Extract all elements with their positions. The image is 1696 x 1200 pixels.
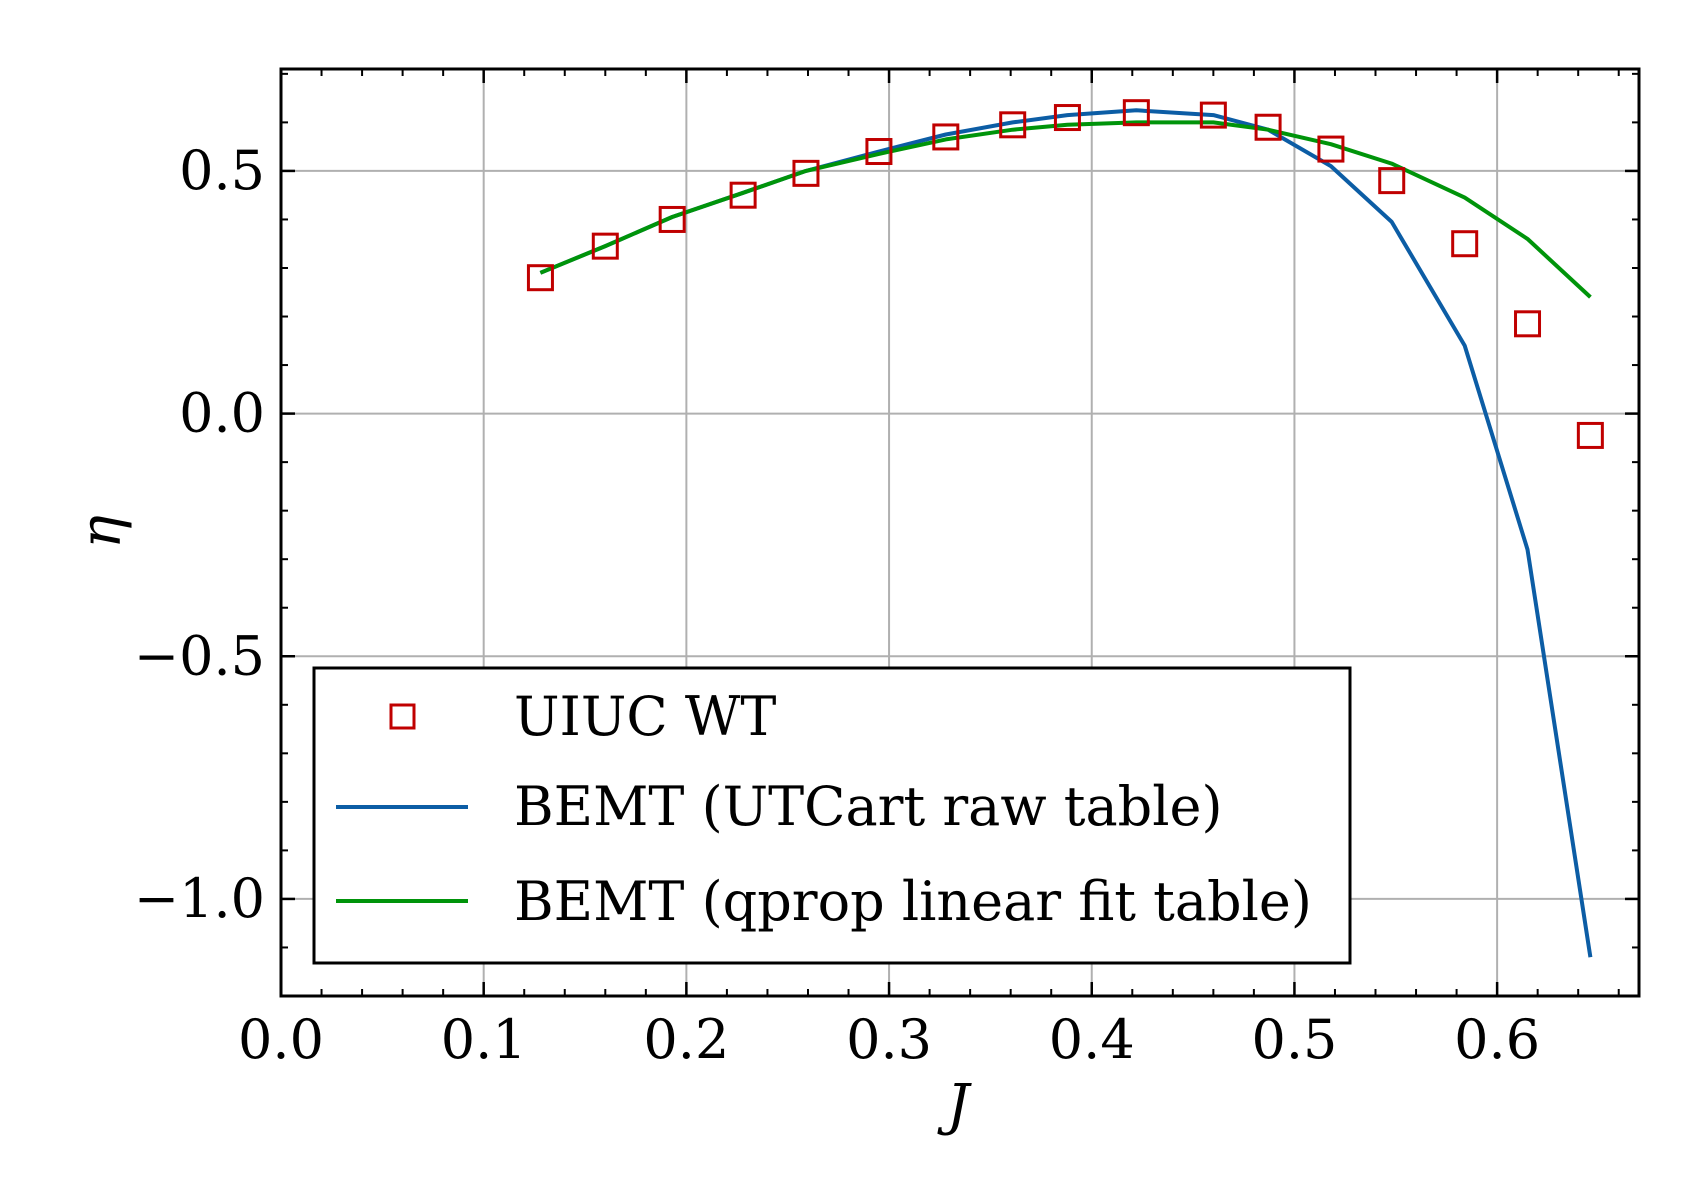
y-tick-label: 0.0 (179, 382, 265, 445)
data-point-marker (1199, 101, 1227, 129)
data-point-marker (792, 159, 820, 187)
data-point-marker (526, 264, 554, 292)
x-tick-label: 0.6 (1454, 1008, 1540, 1071)
data-point-marker (1053, 104, 1081, 132)
x-tick-label: 0.1 (441, 1008, 527, 1071)
x-tick-label: 0.4 (1049, 1008, 1135, 1071)
legend-label-bemt-qprop: BEMT (qprop linear fit table) (514, 870, 1312, 933)
legend: UIUC WT BEMT (UTCart raw table) BEMT (qp… (312, 666, 1352, 965)
plot-frame (279, 67, 1641, 998)
y-tick-labels: −1.0 −0.5 0.0 0.5 (134, 139, 265, 930)
x-tick-label: 0.0 (238, 1008, 324, 1071)
data-point-marker (999, 111, 1027, 139)
legend-label-uiuc-wt: UIUC WT (514, 685, 776, 748)
x-tick-label: 0.5 (1251, 1008, 1337, 1071)
series-line-2 (539, 120, 1592, 299)
y-tick-label: −1.0 (134, 867, 265, 930)
data-point-marker (865, 138, 893, 166)
y-tick-label: 0.5 (179, 139, 265, 202)
data-point-marker (1451, 230, 1479, 258)
x-tick-labels: 0.0 0.1 0.2 0.3 0.4 0.5 0.6 (238, 1008, 1540, 1071)
data-point-marker (729, 181, 757, 209)
y-tick-label: −0.5 (134, 624, 265, 687)
data-point-marker (591, 232, 619, 260)
data-point-marker (1576, 421, 1604, 449)
data-point-marker (1378, 167, 1406, 195)
series-layer (526, 99, 1604, 958)
x-tick-label: 0.3 (846, 1008, 932, 1071)
data-point-marker (932, 123, 960, 151)
legend-label-bemt-utcart: BEMT (UTCart raw table) (514, 775, 1223, 838)
x-tick-label: 0.2 (643, 1008, 729, 1071)
legend-box (312, 666, 1352, 965)
y-axis-label: η (69, 515, 134, 549)
data-point-marker (1317, 135, 1345, 163)
data-point-marker (1122, 99, 1150, 127)
legend-marker-uiuc-wt (389, 703, 416, 730)
grid (281, 69, 1639, 996)
data-point-marker (1514, 310, 1542, 338)
data-point-marker (658, 205, 686, 233)
data-point-marker (1254, 113, 1282, 141)
